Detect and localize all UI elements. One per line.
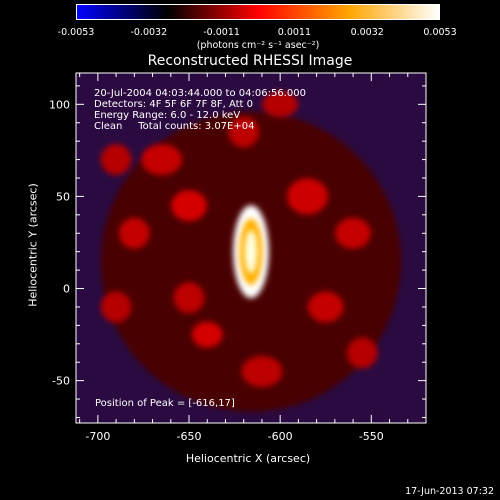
info-line-detectors: Detectors: 4F 5F 6F 7F 8F, Att 0 (94, 99, 254, 110)
info-line-counts: Clean Total counts: 3.07E+04 (94, 121, 255, 132)
info-line-energy: Energy Range: 6.0 - 12.0 keV (94, 110, 241, 121)
emission-source (173, 282, 205, 314)
axis-tick-label: -650 (177, 430, 202, 443)
plot-frame (75, 72, 427, 424)
axis-tick-label: 100 (49, 98, 70, 111)
emission-source (100, 144, 132, 176)
emission-source (171, 190, 207, 222)
colorbar-tick-label: -0.0011 (203, 27, 240, 38)
emission-source (119, 217, 150, 249)
emission-source (100, 291, 132, 323)
emission-source (287, 178, 328, 215)
emission-source (241, 355, 283, 387)
y-axis-label: Heliocentric Y (arcsec) (26, 183, 40, 307)
colorbar-tick-label: 0.0053 (423, 27, 457, 38)
axis-tick-label: 50 (56, 190, 70, 203)
colorbar-tick-label: -0.0032 (130, 27, 168, 38)
axis-tick-label: 0 (63, 283, 70, 296)
peak-core (244, 230, 258, 274)
peak-position-label: Position of Peak = [-616,17] (95, 398, 235, 409)
axis-tick-label: -550 (359, 430, 384, 443)
emission-source (262, 91, 299, 118)
emission-source (346, 337, 378, 369)
colorbar-tick-label: 0.0011 (277, 27, 312, 38)
emission-source (307, 291, 344, 323)
emission-source (191, 321, 223, 348)
x-axis-label: Heliocentric X (arcsec) (185, 452, 311, 465)
chart-title: Reconstructed RHESSI Image (147, 53, 353, 69)
axis-tick-label: -50 (52, 375, 70, 388)
timestamp: 17-Jun-2013 07:32 (405, 486, 494, 497)
info-line-time: 20-Jul-2004 04:03:44.000 to 04:06:56.000 (94, 88, 306, 99)
emission-source (228, 116, 260, 148)
axis-tick-label: -700 (85, 430, 110, 443)
colorbar-tick-label: -0.0053 (57, 27, 95, 38)
emission-source (141, 144, 183, 176)
colorbar (76, 4, 440, 20)
emission-source (335, 217, 371, 249)
colorbar-units-label: (photons cm⁻² s⁻¹ asec⁻²) (196, 40, 320, 51)
axis-tick-label: -600 (268, 430, 293, 443)
colorbar-tick-label: 0.0032 (350, 27, 384, 38)
